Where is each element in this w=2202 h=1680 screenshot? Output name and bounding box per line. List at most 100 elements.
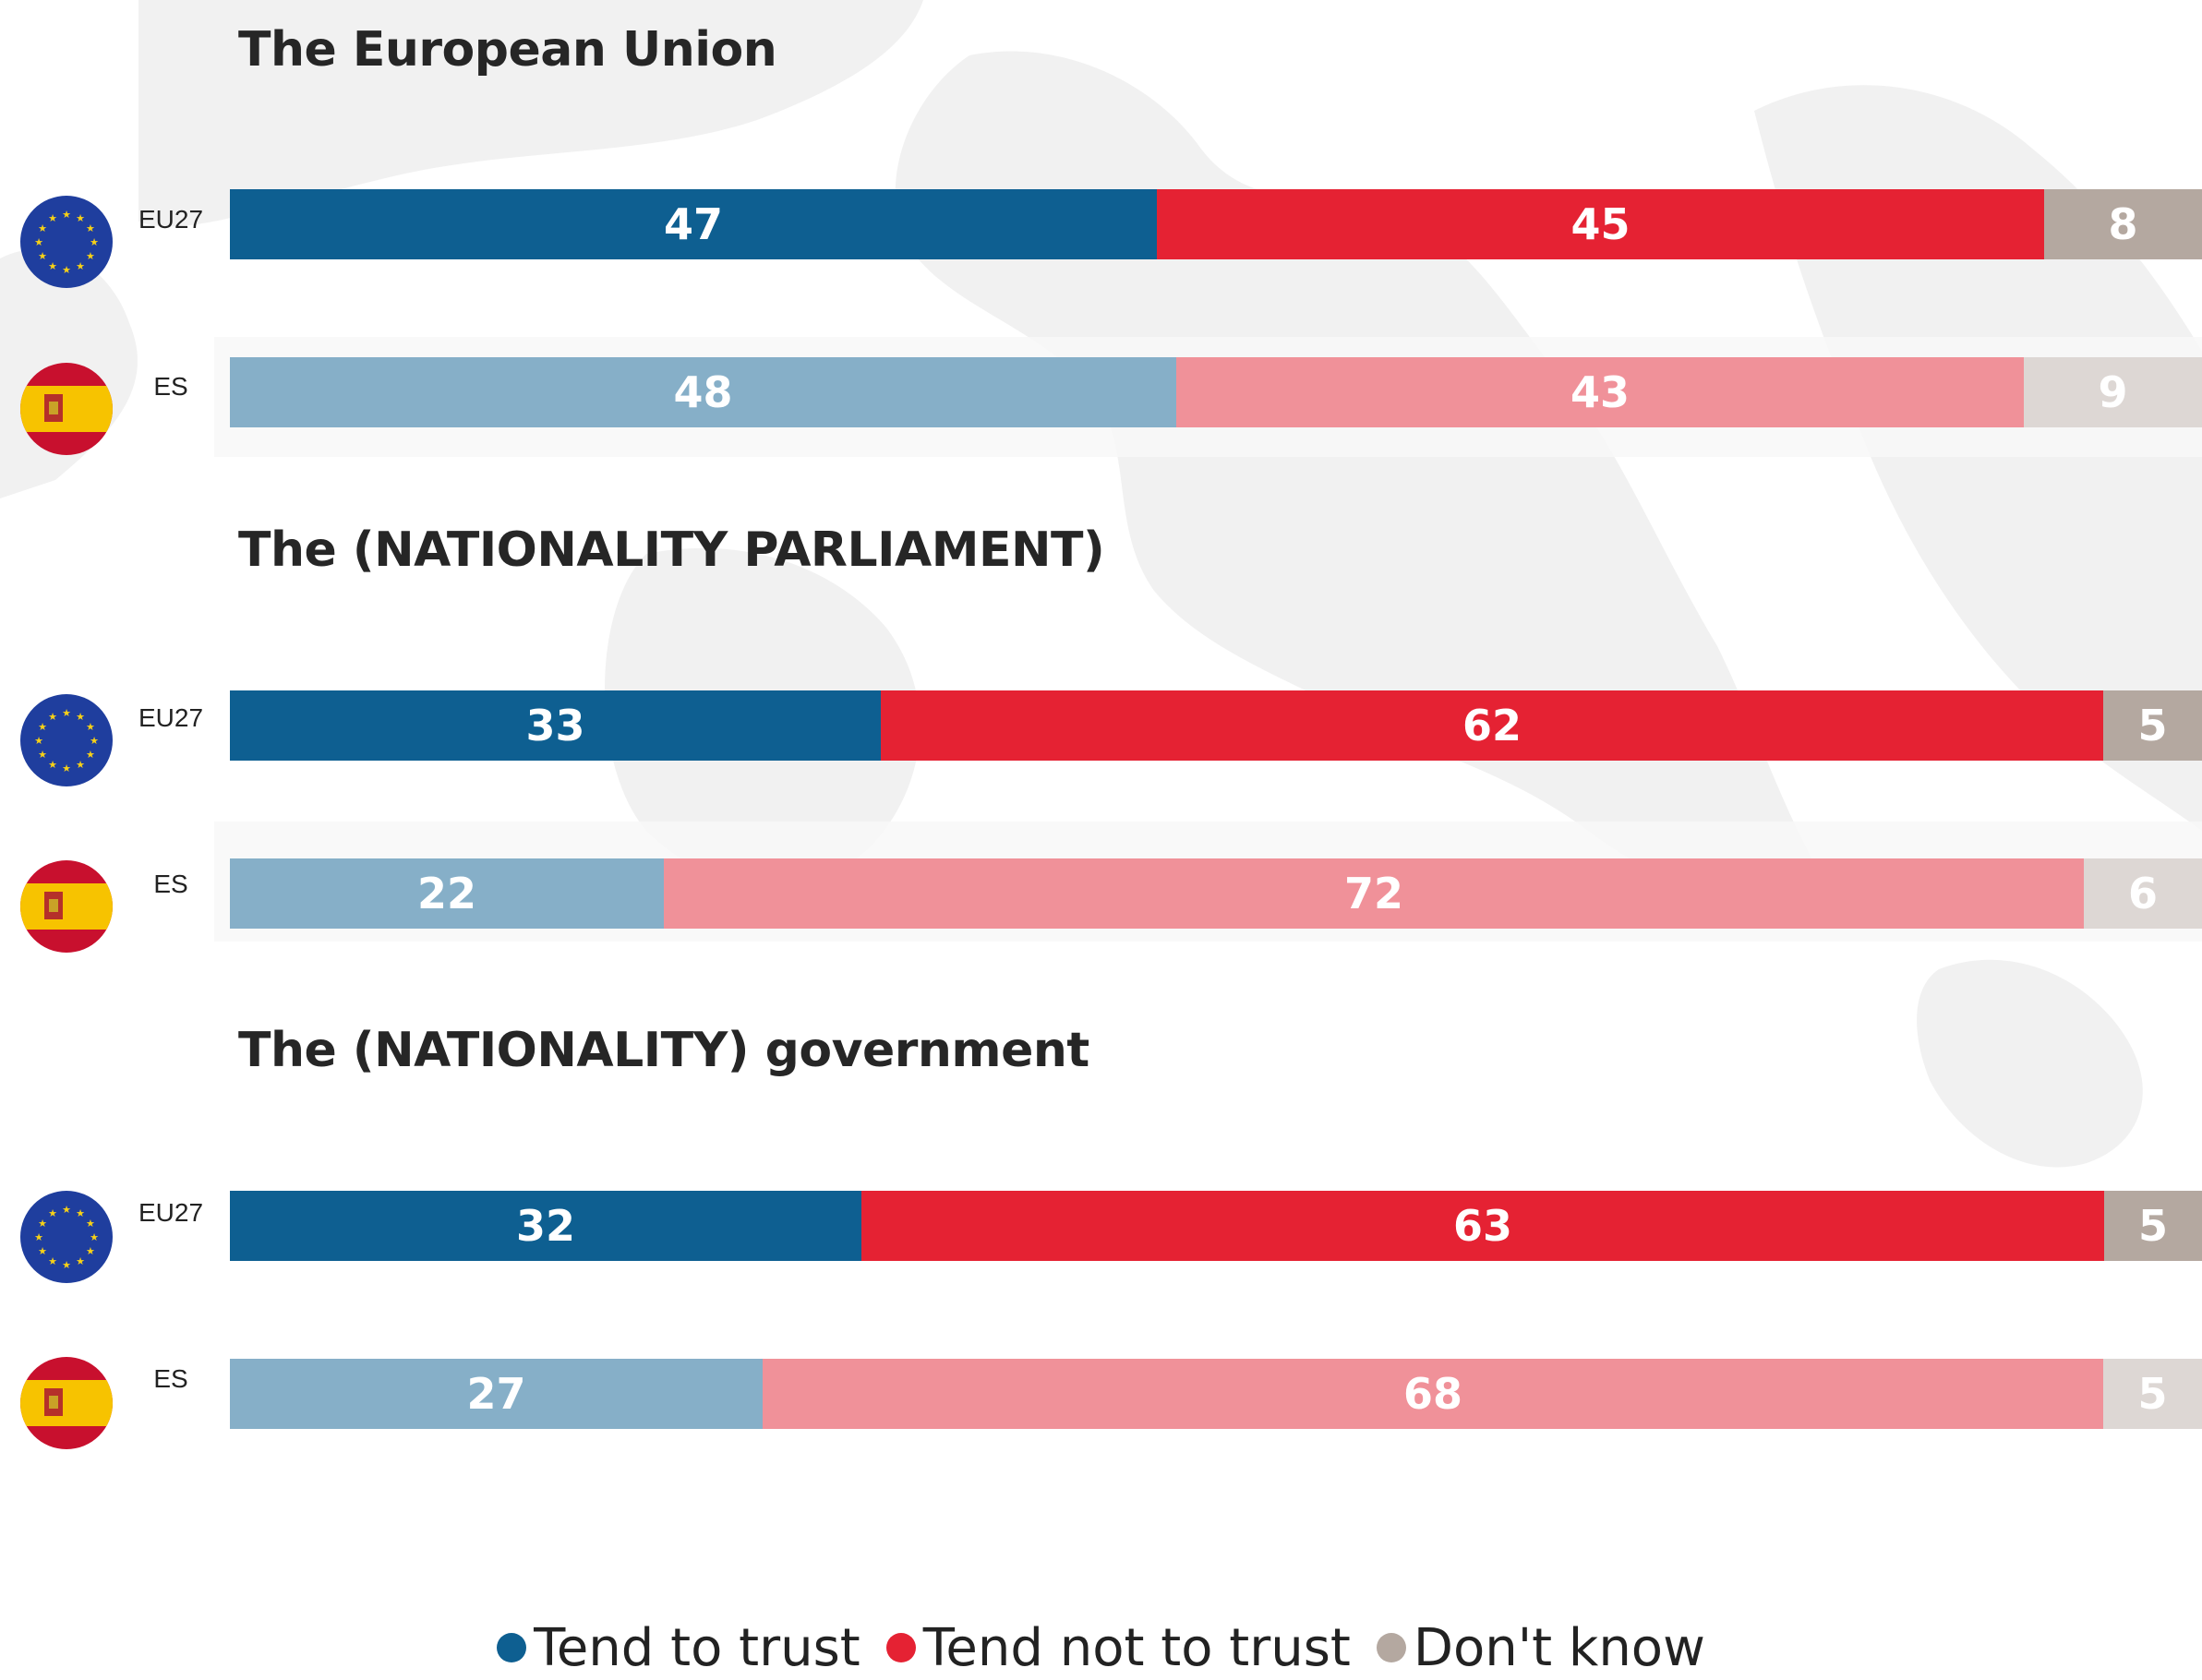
svg-text:★: ★ (48, 711, 57, 723)
legend-dot-not-trust (885, 1633, 916, 1662)
row-label-es: ES (153, 372, 188, 401)
data-label: 5 (2137, 1369, 2168, 1419)
bar-segment-dont-know: 6 (2084, 858, 2202, 929)
spain-flag-icon (20, 1357, 113, 1449)
svg-text:★: ★ (90, 236, 99, 248)
stacked-bar-eu-es: 48 43 9 (230, 357, 2202, 427)
row-label-eu27: EU27 (138, 1198, 204, 1227)
bar-segment-dont-know: 5 (2103, 1359, 2202, 1429)
legend-label-dont-know: Don't know (1413, 1617, 1705, 1678)
bar-segment-trust: 47 (230, 189, 1157, 259)
svg-text:★: ★ (34, 1231, 43, 1243)
data-label: 47 (663, 199, 723, 249)
svg-text:★: ★ (76, 260, 85, 272)
row-label-es: ES (153, 870, 188, 898)
data-label: 27 (466, 1369, 526, 1419)
bar-segment-trust: 32 (230, 1191, 861, 1261)
eu-flag-icon: ★ ★ ★ ★ ★ ★ ★ ★ ★ ★ ★ ★ (20, 196, 113, 288)
data-label: 6 (2127, 869, 2158, 918)
svg-text:★: ★ (48, 1207, 57, 1219)
svg-text:★: ★ (76, 711, 85, 723)
svg-text:★: ★ (48, 260, 57, 272)
svg-text:★: ★ (62, 1204, 71, 1216)
svg-text:★: ★ (62, 707, 71, 719)
svg-text:★: ★ (38, 1245, 47, 1257)
data-label: 48 (673, 367, 733, 417)
svg-text:★: ★ (90, 735, 99, 747)
legend-label-not-trust: Tend not to trust (922, 1617, 1351, 1678)
stacked-bar-government-es: 27 68 5 (230, 1359, 2202, 1429)
svg-text:★: ★ (38, 721, 47, 733)
svg-text:★: ★ (38, 222, 47, 234)
data-label: 8 (2108, 199, 2138, 249)
legend-item-dont-know: Don't know (1376, 1617, 1705, 1678)
row-label-es: ES (153, 1364, 188, 1393)
svg-text:★: ★ (62, 1259, 71, 1271)
spain-flag-icon (20, 860, 113, 953)
eu-flag-icon: ★ ★ ★ ★ ★ ★ ★ ★ ★ ★ ★ ★ (20, 1191, 113, 1283)
bar-segment-not-trust: 68 (763, 1359, 2103, 1429)
svg-text:★: ★ (34, 735, 43, 747)
data-label: 5 (2137, 1201, 2168, 1251)
svg-text:★: ★ (48, 759, 57, 771)
legend-item-trust: Tend to trust (497, 1618, 860, 1678)
svg-text:★: ★ (62, 264, 71, 276)
bar-segment-not-trust: 63 (861, 1191, 2104, 1261)
stacked-bar-government-eu27: 32 63 5 (230, 1191, 2202, 1261)
data-label: 68 (1402, 1369, 1462, 1419)
row-label-eu27: EU27 (138, 205, 204, 234)
bar-segment-not-trust: 62 (881, 690, 2103, 761)
data-label: 22 (416, 869, 476, 918)
svg-text:★: ★ (76, 1207, 85, 1219)
bar-segment-trust: 27 (230, 1359, 763, 1429)
svg-text:★: ★ (38, 1218, 47, 1230)
svg-text:★: ★ (76, 1255, 85, 1267)
bar-segment-dont-know: 5 (2104, 1191, 2202, 1261)
bar-segment-not-trust: 72 (664, 858, 2084, 929)
svg-text:★: ★ (76, 212, 85, 224)
data-label: 45 (1570, 199, 1630, 249)
svg-text:★: ★ (38, 250, 47, 262)
bar-segment-not-trust: 45 (1157, 189, 2044, 259)
svg-text:★: ★ (86, 1245, 95, 1257)
svg-text:★: ★ (86, 250, 95, 262)
legend-item-not-trust: Tend not to trust (885, 1617, 1351, 1678)
svg-text:★: ★ (48, 212, 57, 224)
stacked-bar-parliament-es: 22 72 6 (230, 858, 2202, 929)
eu-flag-icon: ★ ★ ★ ★ ★ ★ ★ ★ ★ ★ ★ ★ (20, 694, 113, 786)
section-title-government: The (NATIONALITY) government (238, 1023, 1089, 1078)
data-label: 9 (2098, 367, 2128, 417)
svg-text:★: ★ (62, 209, 71, 221)
svg-text:★: ★ (38, 749, 47, 761)
bar-segment-dont-know: 5 (2103, 690, 2202, 761)
bar-segment-not-trust: 43 (1176, 357, 2024, 427)
bar-segment-trust: 48 (230, 357, 1176, 427)
data-label: 62 (1462, 701, 1522, 750)
stacked-bar-eu-eu27: 47 45 8 (230, 189, 2202, 259)
legend-dot-dont-know (1376, 1633, 1406, 1662)
data-label: 32 (515, 1201, 575, 1251)
bar-segment-trust: 22 (230, 858, 664, 929)
bar-segment-dont-know: 8 (2044, 189, 2202, 259)
bar-segment-dont-know: 9 (2024, 357, 2202, 427)
data-label: 5 (2137, 701, 2168, 750)
data-label: 72 (1343, 869, 1403, 918)
stacked-bar-parliament-eu27: 33 62 5 (230, 690, 2202, 761)
row-label-eu27: EU27 (138, 703, 204, 732)
data-label: 43 (1570, 367, 1630, 417)
data-label: 63 (1452, 1201, 1512, 1251)
data-label: 33 (525, 701, 585, 750)
legend: Tend to trust Tend not to trust Don't kn… (0, 1615, 2202, 1680)
svg-text:★: ★ (86, 749, 95, 761)
svg-text:★: ★ (86, 222, 95, 234)
section-title-parliament: The (NATIONALITY PARLIAMENT) (238, 522, 1105, 578)
svg-text:★: ★ (86, 1218, 95, 1230)
legend-dot-trust (497, 1633, 527, 1662)
svg-text:★: ★ (86, 721, 95, 733)
section-title-eu: The European Union (238, 22, 777, 78)
svg-text:★: ★ (34, 236, 43, 248)
svg-text:★: ★ (90, 1231, 99, 1243)
svg-text:★: ★ (62, 762, 71, 774)
svg-text:★: ★ (76, 759, 85, 771)
svg-text:★: ★ (48, 1255, 57, 1267)
